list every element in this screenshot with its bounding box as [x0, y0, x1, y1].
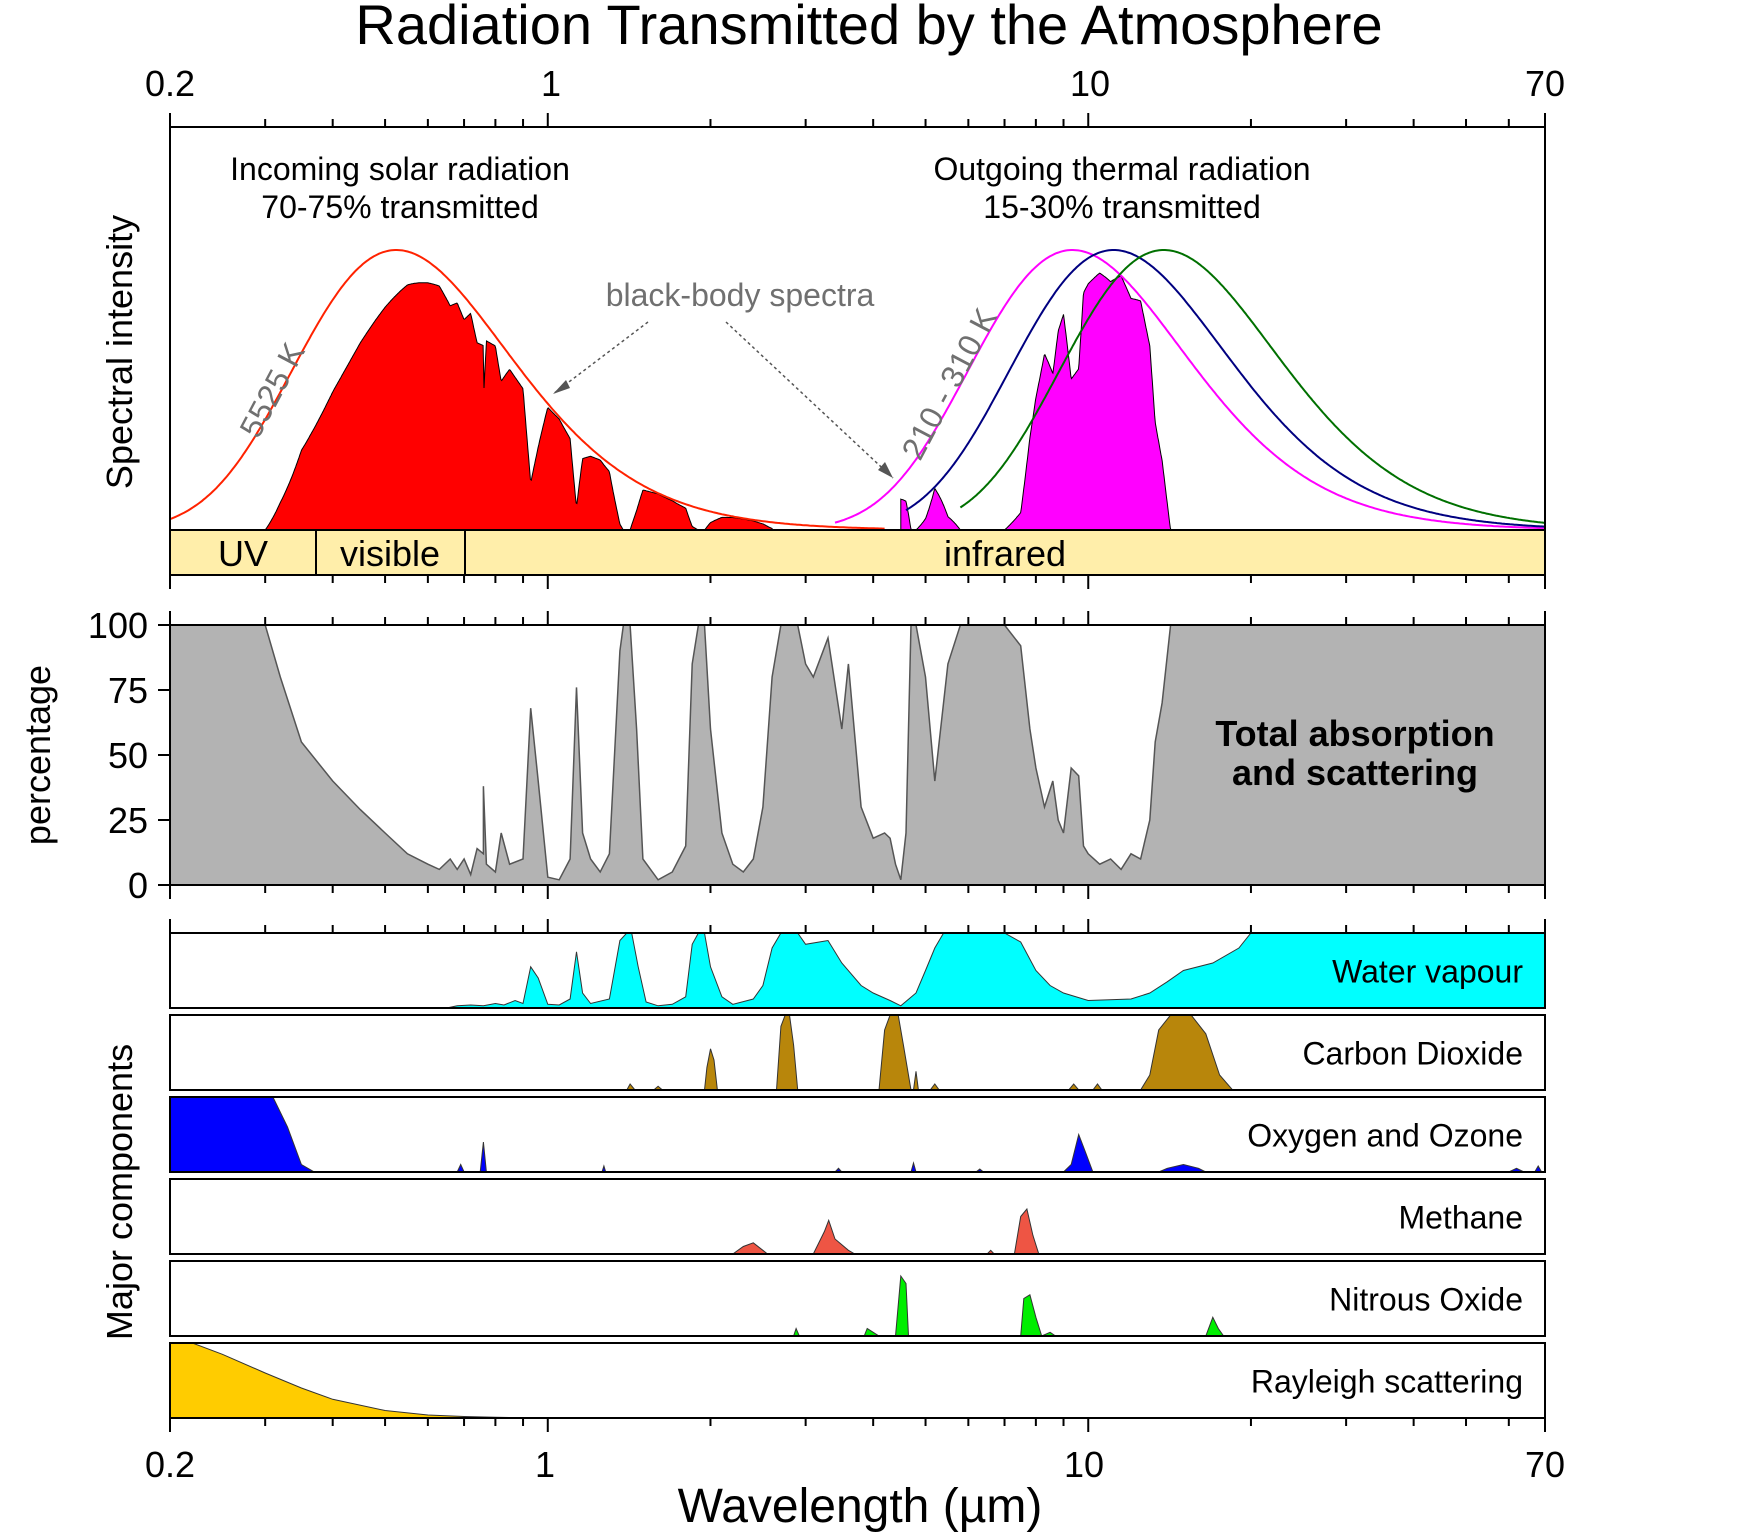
bottom-tick-10: 10 [1064, 1444, 1104, 1485]
component-nitrous-oxide: Nitrous Oxide [169, 1260, 1546, 1337]
solar-temp-label: 5525 K [232, 337, 311, 443]
y-tick-label-100: 100 [88, 605, 148, 646]
component-area [170, 1274, 1545, 1337]
blackbody-arrowhead-thermal [878, 462, 893, 478]
y-tick-label-75: 75 [108, 670, 148, 711]
component-area [170, 1207, 1545, 1255]
blackbody-curve-5525k [169, 249, 885, 530]
component-frame [169, 1178, 1546, 1255]
spectral-frame [169, 126, 1546, 576]
x-axis-ticks [169, 113, 1546, 1432]
component-label: Carbon Dioxide [1302, 1036, 1523, 1072]
band-infrared: infrared [944, 533, 1066, 574]
solar-transmitted-area [264, 282, 773, 531]
component-water-vapour: Water vapour [169, 932, 1546, 1009]
component-frame [169, 932, 1546, 1009]
y-tick-label-25: 25 [108, 800, 148, 841]
top-tick-1: 1 [541, 63, 561, 104]
solar-note-line2: 70-75% transmitted [261, 189, 538, 225]
blackbody-arrow-thermal [725, 321, 894, 479]
top-tick-labels: 0.2 1 10 70 [145, 63, 1565, 104]
blackbody-arrow-solar [552, 321, 649, 395]
top-tick-0.2: 0.2 [145, 63, 195, 104]
blackbody-curve-210k [959, 249, 1546, 524]
component-label: Water vapour [1332, 954, 1523, 990]
solar-note-line1: Incoming solar radiation [230, 151, 570, 187]
component-frame [169, 1260, 1546, 1337]
bottom-tick-70: 70 [1525, 1444, 1565, 1485]
spectral-panel: Incoming solar radiation 70-75% transmit… [99, 126, 1546, 576]
chart-title: Radiation Transmitted by the Atmosphere [355, 0, 1382, 56]
component-frame [169, 1014, 1546, 1091]
band-uv: UV [218, 533, 268, 574]
blackbody-label: black-body spectra [606, 277, 875, 313]
absorption-area [169, 624, 1546, 886]
bands-strip [169, 529, 1546, 576]
bottom-tick-1: 1 [535, 1444, 555, 1485]
earth-temp-label: 210 - 310 K [894, 302, 1003, 465]
spectral-ylabel: Spectral intensity [99, 215, 140, 489]
band-visible: visible [340, 533, 440, 574]
blackbody-curve-260k [905, 249, 1546, 528]
absorption-panel: 0 25 50 75 100 Total absorption and scatteri… [17, 605, 1546, 906]
component-area [170, 1014, 1545, 1091]
component-label: Nitrous Oxide [1329, 1282, 1523, 1318]
absorption-label-line2: and scattering [1232, 752, 1478, 793]
absorption-ylabel: percentage [17, 665, 58, 845]
thermal-note-line1: Outgoing thermal radiation [933, 151, 1310, 187]
absorption-label-line1: Total absorption [1215, 713, 1494, 754]
top-tick-10: 10 [1070, 63, 1110, 104]
component-label: Rayleigh scattering [1251, 1364, 1523, 1400]
thermal-note-line2: 15-30% transmitted [983, 189, 1260, 225]
top-tick-70: 70 [1525, 63, 1565, 104]
components-ylabel: Major components [99, 1044, 140, 1340]
x-axis-title: Wavelength (µm) [678, 1480, 1043, 1533]
components-panel: Water vapour Carbon Dioxide Oxygen and Ozo… [169, 932, 1546, 1419]
component-oxygen-and-ozone: Oxygen and Ozone [169, 1096, 1546, 1173]
blackbody-curve-310k [834, 249, 1545, 530]
bottom-tick-0.2: 0.2 [145, 1444, 195, 1485]
bottom-tick-labels: 0.2 1 10 70 [145, 1444, 1565, 1485]
component-label: Methane [1398, 1200, 1523, 1236]
component-label: Oxygen and Ozone [1247, 1118, 1523, 1154]
component-rayleigh-scattering: Rayleigh scattering [169, 1342, 1546, 1419]
component-carbon-dioxide: Carbon Dioxide [169, 1014, 1546, 1091]
absorption-y-ticks: 0 25 50 75 100 [88, 605, 170, 906]
component-frame [169, 1342, 1546, 1419]
y-tick-label-50: 50 [108, 735, 148, 776]
blackbody-arrowhead-solar [553, 380, 570, 394]
y-tick-label-0: 0 [128, 865, 148, 906]
component-area [170, 932, 1546, 1009]
component-methane: Methane [169, 1178, 1546, 1255]
component-frame [169, 1096, 1546, 1173]
